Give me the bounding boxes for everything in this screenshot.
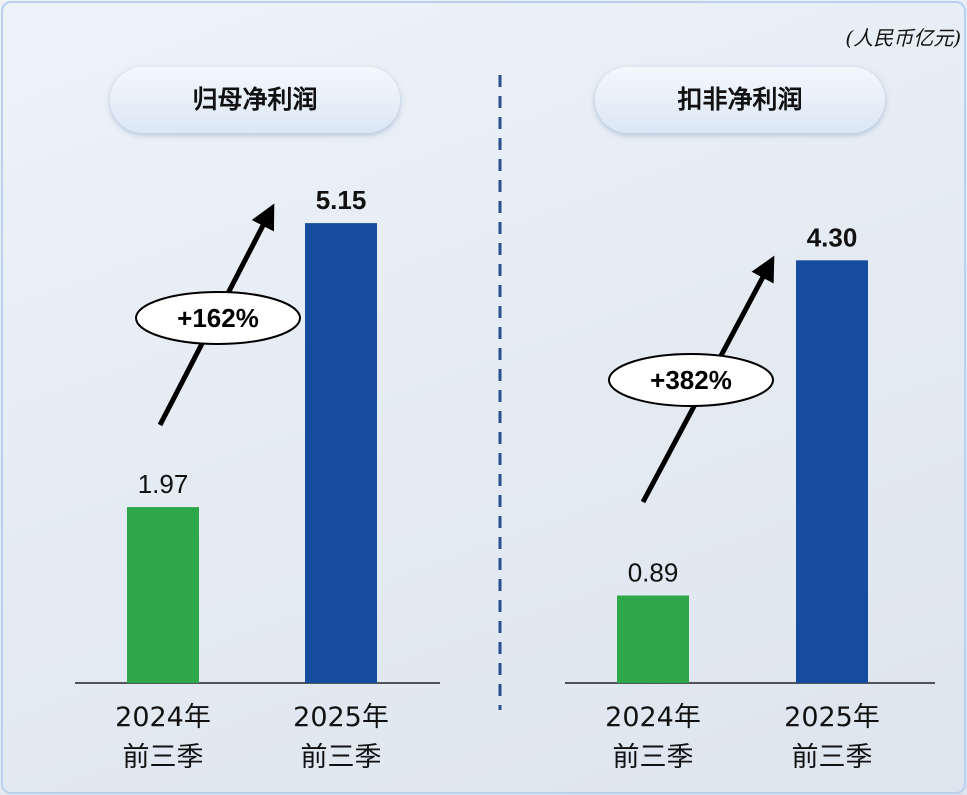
bar (127, 507, 199, 683)
value-label: 0.89 (628, 558, 679, 588)
bar (796, 260, 868, 683)
bar (617, 596, 689, 683)
value-label: 4.30 (807, 222, 858, 252)
annotation: +162% (177, 303, 259, 333)
x-tick-label: 2025年 前三季 (261, 698, 421, 778)
value-label: 1.97 (138, 469, 189, 499)
chart-title: 归母净利润 (110, 67, 400, 133)
annotation: +382% (650, 365, 732, 395)
bar (305, 223, 377, 683)
x-tick-label: 2024年 前三季 (83, 698, 243, 778)
x-tick-label: 2025年 前三季 (752, 698, 912, 778)
page: (人民币亿元) 1.975.15+162%0.894.30+382% 归母净利润… (0, 0, 967, 795)
value-label: 5.15 (316, 185, 367, 215)
x-tick-label: 2024年 前三季 (573, 698, 733, 778)
chart-title: 扣非净利润 (595, 67, 885, 133)
